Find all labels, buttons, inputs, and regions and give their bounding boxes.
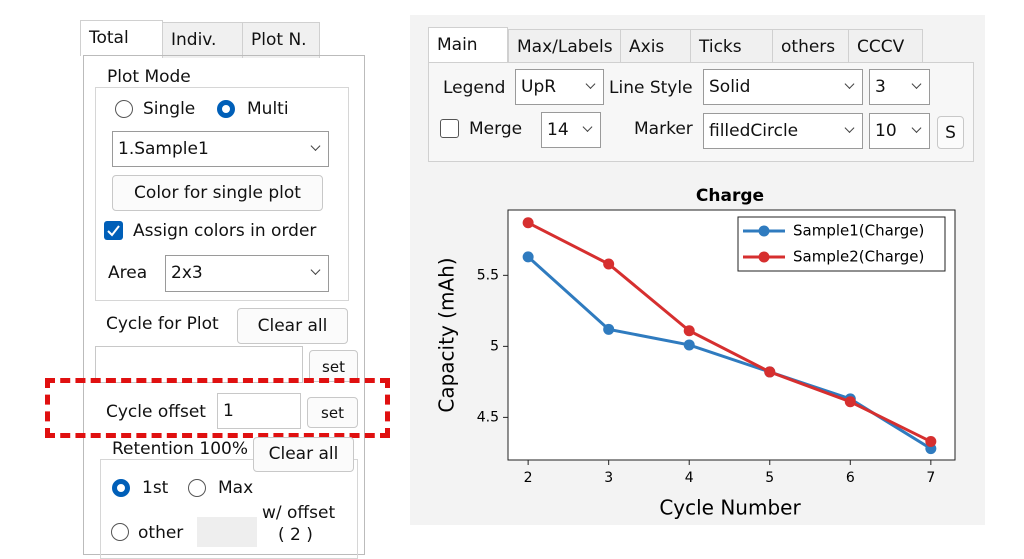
data-point — [603, 258, 615, 270]
dropdown[interactable]: 1.Sample1 — [112, 131, 329, 167]
group-title: Plot Mode — [104, 67, 194, 87]
dropdown[interactable]: filledCircle — [703, 113, 863, 149]
checkbox[interactable] — [104, 221, 123, 240]
x-tick-label: 6 — [846, 470, 855, 486]
radio[interactable] — [112, 479, 130, 497]
tab[interactable]: Axis — [620, 29, 691, 65]
chart: Charge Cycle Number Capacity (mAh) 2 3 4 5 6… — [435, 186, 956, 520]
y-axis-label: Capacity (mAh) — [435, 257, 459, 412]
button[interactable]: Clear all — [253, 437, 354, 472]
checkbox-label: Assign colors in order — [133, 221, 317, 241]
y-tick-label: 5 — [490, 338, 499, 354]
tab[interactable]: others — [772, 29, 849, 65]
data-point — [522, 251, 534, 263]
radio-label: Single — [143, 99, 196, 119]
chart-title: Charge — [696, 186, 764, 206]
radio[interactable] — [115, 100, 133, 118]
radio-label: 1st — [142, 478, 169, 498]
data-point — [844, 396, 856, 408]
dropdown[interactable]: UpR — [515, 69, 604, 105]
tab[interactable]: Main — [428, 27, 508, 63]
dropdown[interactable]: 10 — [869, 113, 930, 149]
button[interactable]: Clear all — [237, 308, 348, 344]
radio[interactable] — [217, 100, 235, 118]
legend-label: Sample2(Charge) — [793, 248, 924, 266]
checkbox[interactable] — [440, 119, 459, 138]
checkbox-label: Merge — [469, 119, 523, 139]
y-tick-label: 5.5 — [477, 267, 499, 283]
radio[interactable] — [111, 523, 129, 541]
group-box — [95, 87, 349, 301]
data-point — [683, 325, 695, 337]
x-axis-label: Cycle Number — [659, 496, 801, 520]
legend-label: Sample1(Charge) — [793, 222, 924, 240]
button[interactable]: Color for single plot — [112, 175, 323, 211]
label: w/ offset — [262, 503, 336, 523]
radio[interactable] — [188, 479, 206, 497]
x-tick-label: 4 — [685, 470, 694, 486]
data-point — [603, 323, 615, 335]
label: Legend — [443, 78, 506, 98]
button[interactable]: set — [309, 350, 358, 382]
tab[interactable]: Max/Labels — [508, 29, 621, 65]
text-input[interactable] — [197, 517, 257, 547]
label: Marker — [634, 119, 693, 139]
text-input[interactable]: 1 — [217, 393, 301, 429]
legend-marker — [758, 225, 770, 237]
series-line — [527, 221, 932, 443]
button[interactable]: set — [307, 397, 358, 428]
label: Line Style — [609, 78, 693, 98]
button[interactable]: S — [937, 116, 964, 149]
label: Cycle for Plot — [106, 314, 219, 334]
dropdown[interactable]: Solid — [703, 69, 863, 105]
dropdown[interactable]: 14 — [541, 112, 601, 148]
x-tick-label: 5 — [765, 470, 774, 486]
y-tick-label: 4.5 — [477, 409, 499, 425]
radio-label: Multi — [247, 99, 289, 119]
label: ( 2 ) — [278, 525, 313, 545]
dropdown[interactable]: 2x3 — [165, 255, 329, 292]
highlight-box — [45, 378, 390, 438]
x-tick-label: 7 — [926, 470, 935, 486]
data-point — [683, 339, 695, 351]
legend-box — [737, 216, 946, 272]
tab[interactable]: Plot N. — [242, 22, 320, 58]
radio-label: Max — [218, 478, 254, 498]
legend-marker — [758, 251, 770, 263]
dropdown[interactable]: 3 — [869, 69, 930, 105]
group-title: Retention 100% — [110, 439, 250, 459]
data-point — [522, 217, 534, 229]
tab[interactable]: Ticks — [690, 29, 773, 65]
x-tick-label: 3 — [604, 470, 613, 486]
label: Cycle offset — [106, 402, 206, 422]
data-point — [764, 366, 776, 378]
page: {"left_panel": {"tabs": ["Total", "Indiv… — [0, 0, 1024, 542]
left-panel: Total Indiv. Plot N. Plot Mode Single Mu… — [0, 0, 400, 559]
label: Area — [108, 263, 148, 283]
data-point — [925, 436, 937, 448]
x-tick-label: 2 — [524, 470, 533, 486]
tab[interactable]: Total — [80, 20, 163, 56]
radio-label: other — [138, 523, 184, 543]
tab[interactable]: Indiv. — [162, 22, 243, 58]
tab[interactable]: CCCV — [848, 29, 923, 65]
